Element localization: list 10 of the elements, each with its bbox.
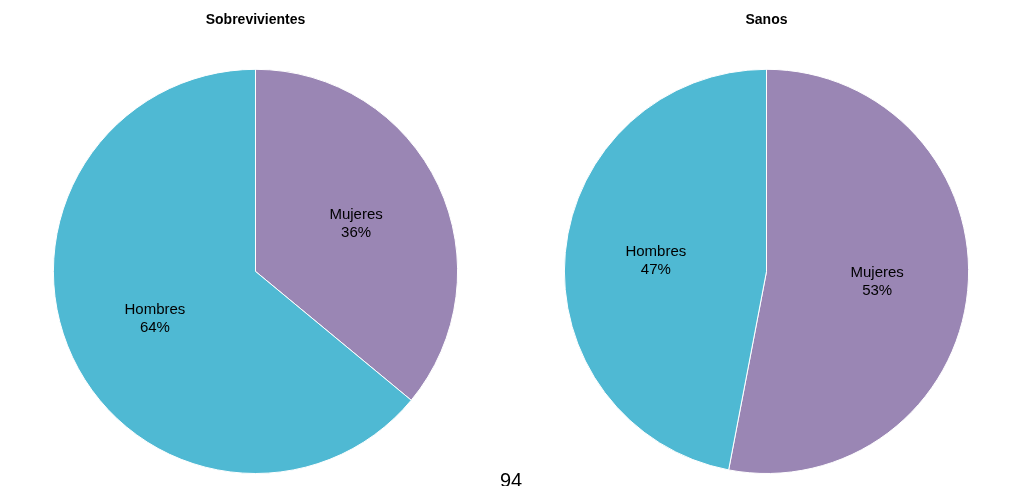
data-label: 36%	[341, 223, 372, 241]
data-label: 47%	[640, 260, 671, 278]
chart-title: Sobrevivientes	[205, 11, 306, 28]
slice-label: Mujeres	[329, 205, 383, 223]
slice-label: Hombres	[124, 299, 186, 317]
data-label: 53%	[862, 281, 893, 298]
data-label: 64%	[139, 317, 170, 335]
chart-title: Sanos	[745, 11, 788, 28]
slice-label: Mujeres	[850, 263, 904, 280]
slice-label: Hombres	[625, 242, 687, 260]
